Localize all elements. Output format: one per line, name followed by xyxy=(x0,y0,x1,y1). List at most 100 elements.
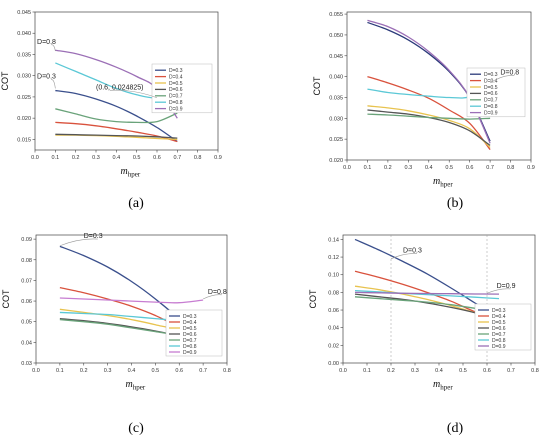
y-tick-label: 0.07 xyxy=(21,278,32,284)
legend-entry: D=0.6 xyxy=(169,87,183,93)
x-tick-label: 0.6 xyxy=(466,165,474,171)
panel-label: (b) xyxy=(447,196,464,211)
legend-box xyxy=(165,309,223,357)
y-tick-label: 0.04 xyxy=(328,326,339,332)
y-tick-label: 0.030 xyxy=(329,116,343,122)
y-axis-title: COT xyxy=(1,289,11,309)
annotation-leader xyxy=(50,79,56,89)
annotation-leader xyxy=(202,294,222,300)
series-line-D-0p7 xyxy=(55,108,178,124)
legend-entry: D=0.9 xyxy=(484,110,498,116)
legend-entry: D=0.3 xyxy=(169,68,183,74)
legend-entry: D=0.4 xyxy=(484,78,498,84)
legend-entry: D=0.8 xyxy=(484,104,498,110)
y-tick-label: 0.09 xyxy=(21,237,32,243)
y-tick-label: 0.025 xyxy=(17,95,31,101)
legend-entry: D=0.4 xyxy=(492,314,506,320)
series-line-D-0p3 xyxy=(55,89,178,143)
y-tick-label: 0.040 xyxy=(17,31,31,37)
x-tick-label: 0.6 xyxy=(175,368,183,374)
x-tick-label: 0.7 xyxy=(507,368,515,374)
legend-entry: D=0.3 xyxy=(484,72,498,78)
x-tick-label: 0.3 xyxy=(411,368,419,374)
y-tick-label: 0.030 xyxy=(17,74,31,80)
y-axis-title: COT xyxy=(0,71,10,91)
x-tick-label: 0.4 xyxy=(113,155,121,161)
x-tick-label: 0.5 xyxy=(133,155,141,161)
legend-entry: D=0.5 xyxy=(169,81,183,87)
annotation-label: D=0.9 xyxy=(497,283,516,290)
y-tick-label: 0.14 xyxy=(328,237,339,243)
chart-panel-c: 0.0 0.1 0.2 0.3 0.4 0.5 0.6 0.7 0.8 0.03 0.04 0.05 0… xyxy=(1,233,231,391)
y-tick-label: 0.05 xyxy=(21,320,32,326)
annotation-leader xyxy=(50,44,56,52)
legend-entry: D=0.3 xyxy=(183,314,197,320)
x-tick-label: 0.1 xyxy=(52,155,60,161)
x-tick-label: 0.9 xyxy=(214,155,222,161)
legend-entry: D=0.9 xyxy=(169,106,183,112)
legend-entry: D=0.9 xyxy=(183,350,197,356)
series-line-D-0p5 xyxy=(367,105,491,148)
legend-box xyxy=(474,303,532,351)
x-tick-label: 0.3 xyxy=(104,368,112,374)
legend-entry: D=0.4 xyxy=(183,320,197,326)
x-tick-label: 0.2 xyxy=(72,155,80,161)
annotation-label: D=0.8 xyxy=(37,39,56,46)
x-tick-label: 0.0 xyxy=(31,155,39,161)
annotation-leader xyxy=(486,288,511,294)
y-tick-label: 0.02 xyxy=(328,343,339,349)
legend-entry: D=0.5 xyxy=(492,320,506,326)
annotation-leader xyxy=(390,253,418,260)
annotation-leader xyxy=(59,238,98,247)
y-tick-label: 0.040 xyxy=(329,75,343,81)
x-tick-label: 0.1 xyxy=(363,368,371,374)
x-tick-label: 0.2 xyxy=(384,165,392,171)
x-tick-label: 0.2 xyxy=(387,368,395,374)
x-tick-label: 0.6 xyxy=(483,368,491,374)
y-tick-label: 0.020 xyxy=(17,116,31,122)
annotation-leader xyxy=(489,75,515,84)
legend-entry: D=0.5 xyxy=(183,326,197,332)
legend-entry: D=0.7 xyxy=(484,98,498,104)
annotation-label: (0.6, 0.024825) xyxy=(96,84,143,91)
legend-entry: D=0.7 xyxy=(492,332,506,338)
legend-entry: D=0.7 xyxy=(169,94,183,100)
y-tick-label: 0.10 xyxy=(328,273,339,279)
y-tick-label: 0.055 xyxy=(329,12,343,18)
legend-entry: D=0.3 xyxy=(492,308,506,314)
x-tick-label: 0.7 xyxy=(174,155,182,161)
x-tick-label: 0.8 xyxy=(194,155,202,161)
panel-label: (d) xyxy=(447,421,464,436)
legend-entry: D=0.6 xyxy=(183,332,197,338)
x-tick-label: 0.4 xyxy=(425,165,433,171)
series-line-D-0p8 xyxy=(354,289,500,300)
x-tick-label: 0.8 xyxy=(507,165,515,171)
x-tick-label: 0.6 xyxy=(153,155,161,161)
y-tick-label: 0.08 xyxy=(21,258,32,264)
legend-box xyxy=(151,63,213,114)
legend-box xyxy=(466,67,526,118)
x-tick-label: 0.4 xyxy=(128,368,136,374)
legend-entry: D=0.9 xyxy=(492,344,506,350)
annotation-label: D=0.8 xyxy=(500,70,519,77)
series-line-D-0p3 xyxy=(354,238,500,318)
y-tick-label: 0.045 xyxy=(17,10,31,16)
y-tick-label: 0.045 xyxy=(329,54,343,60)
legend-entry: D=0.6 xyxy=(492,326,506,332)
chart-panel-a: 0.0 0.1 0.2 0.3 0.4 0.5 0.6 0.7 0.8 0.9 0.015 0.020… xyxy=(0,10,222,179)
y-tick-label: 0.06 xyxy=(21,299,32,305)
x-tick-label: 0.0 xyxy=(32,368,40,374)
series-line-D-0p4 xyxy=(55,121,178,143)
legend-entry: D=0.8 xyxy=(169,100,183,106)
panel-label: (a) xyxy=(128,196,144,211)
x-tick-label: 0.7 xyxy=(486,165,494,171)
series-line-D-0p6 xyxy=(55,133,178,139)
y-tick-label: 0.06 xyxy=(328,308,339,314)
y-tick-label: 0.08 xyxy=(328,290,339,296)
y-tick-label: 0.035 xyxy=(17,52,31,58)
annotation-label: D=0.3 xyxy=(37,74,56,81)
y-tick-label: 0.00 xyxy=(328,361,339,367)
y-axis-title: COT xyxy=(312,76,322,96)
y-tick-label: 0.03 xyxy=(21,361,32,367)
